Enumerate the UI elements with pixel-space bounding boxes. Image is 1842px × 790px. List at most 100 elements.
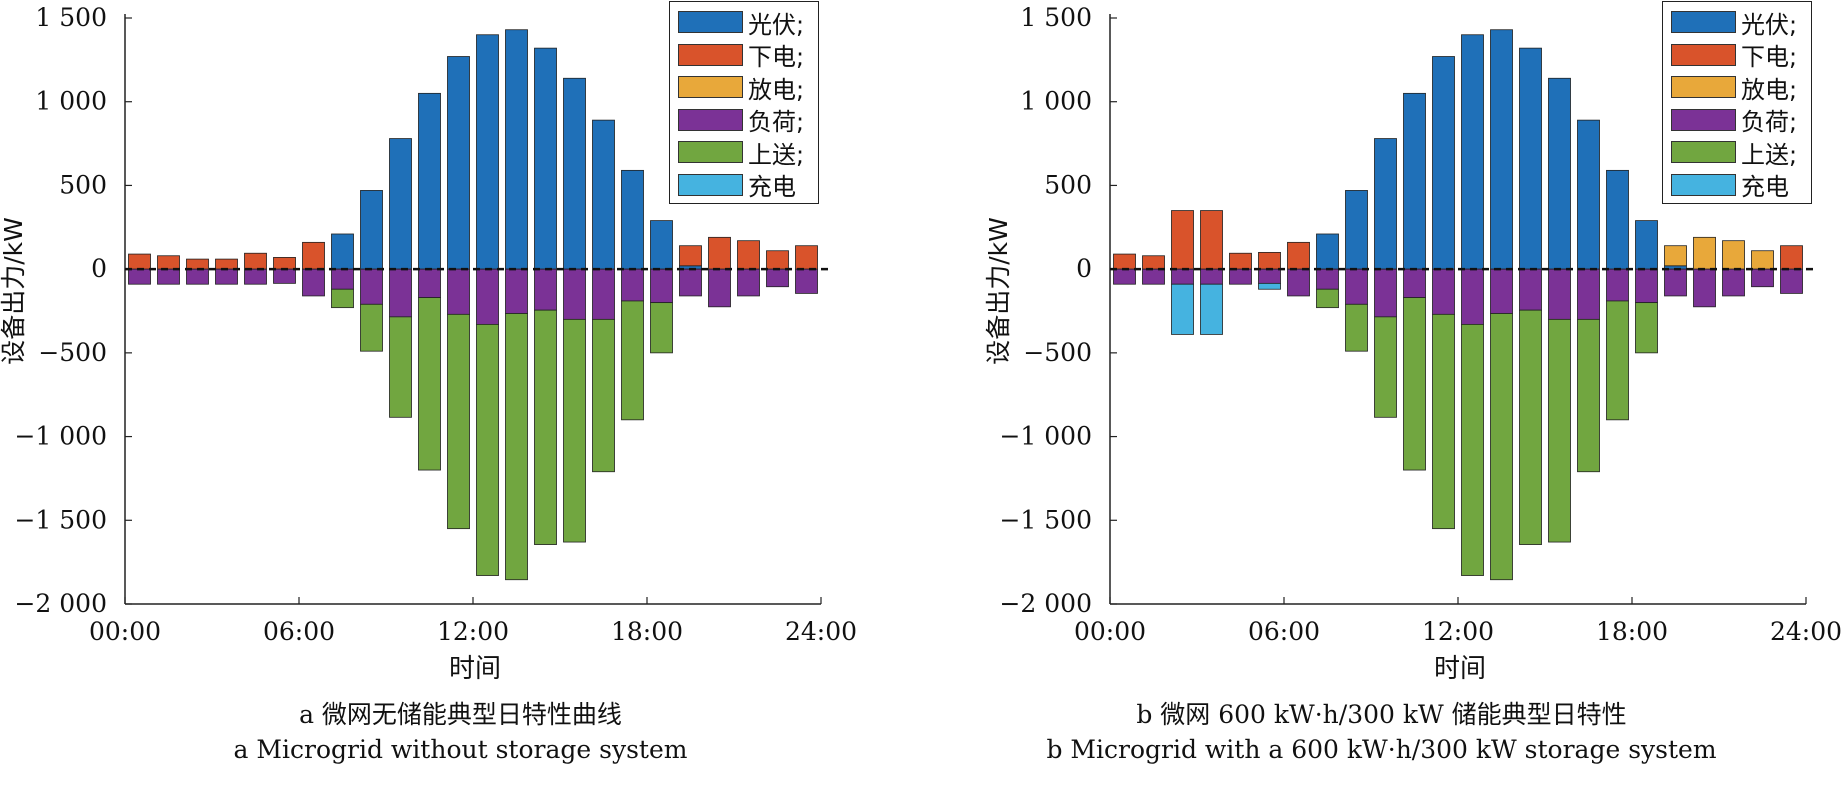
- bar-负荷: [1200, 268, 1223, 285]
- bar-下电: [157, 255, 180, 270]
- legend-swatch: [678, 141, 743, 164]
- bar-充电: [1200, 283, 1223, 335]
- bar-下电: [244, 252, 267, 270]
- bar-负荷: [505, 268, 528, 314]
- bar-下电: [186, 258, 209, 270]
- legend-item: 上送;: [1671, 136, 1805, 169]
- bar-负荷: [563, 268, 586, 320]
- bar-负荷: [128, 268, 151, 285]
- bar-上送: [1577, 318, 1600, 473]
- legend-label: 充电: [1741, 173, 1789, 202]
- legend-label: 光伏;: [748, 10, 805, 39]
- x-tick-label: 24:00: [785, 617, 857, 646]
- bar-下电: [766, 250, 789, 270]
- chart-b: −2 000 −1 500 −1 000 −500 0 500 1 000 1 500 00:0…: [984, 3, 1842, 684]
- bar-上送: [1345, 303, 1368, 352]
- legend-item: 负荷;: [678, 104, 812, 136]
- legend-swatch: [678, 76, 743, 99]
- legend-label: 光伏;: [1741, 10, 1798, 39]
- legend-label: 上送;: [748, 140, 805, 169]
- bar-光伏: [650, 220, 673, 270]
- bar-上送: [621, 300, 644, 421]
- y-tick-label: −1 000: [999, 422, 1092, 451]
- bar-光伏: [1432, 56, 1455, 270]
- bar-光伏: [447, 56, 470, 270]
- bar-放电: [1693, 236, 1716, 270]
- bar-光伏: [1461, 34, 1484, 270]
- figure-b: −2 000 −1 500 −1 000 −500 0 500 1 000 1 500 00:0…: [921, 0, 1842, 790]
- bar-光伏: [1490, 29, 1513, 270]
- bar-上送: [1432, 313, 1455, 530]
- bar-负荷: [1577, 268, 1600, 320]
- bar-负荷: [1461, 268, 1484, 325]
- bar-负荷: [1142, 268, 1165, 285]
- bar-光伏: [1548, 77, 1571, 270]
- bar-负荷: [1751, 268, 1774, 288]
- y-tick-label: −2 000: [14, 589, 107, 618]
- bar-光伏: [389, 138, 412, 270]
- bar-负荷: [476, 268, 499, 325]
- bar-上送: [1461, 323, 1484, 576]
- y-tick-label: 0: [1076, 254, 1092, 283]
- x-tick-label: 00:00: [1074, 617, 1146, 646]
- bar-光伏: [360, 190, 383, 270]
- legend-label: 放电;: [748, 75, 805, 104]
- bar-负荷: [592, 268, 615, 320]
- bar-负荷: [679, 268, 702, 297]
- bar-光伏: [1519, 47, 1542, 270]
- bar-上送: [563, 318, 586, 543]
- legend-label: 上送;: [1741, 140, 1798, 169]
- bar-负荷: [1490, 268, 1513, 314]
- legend-swatch: [1671, 173, 1736, 196]
- bar-光伏: [331, 233, 354, 270]
- bar-下电: [215, 258, 238, 270]
- y-tick-label: 1 000: [35, 87, 107, 116]
- caption-b-en: b Microgrid with a 600 kW·h/300 kW stora…: [1046, 735, 1717, 764]
- y-tick-label: −2 000: [999, 589, 1092, 618]
- bar-上送: [418, 297, 441, 471]
- bar-下电: [795, 245, 818, 270]
- bar-负荷: [766, 268, 789, 288]
- bar-负荷: [157, 268, 180, 285]
- y-tick-label: −1 500: [14, 505, 107, 534]
- bar-负荷: [1345, 268, 1368, 305]
- bar-负荷: [534, 268, 557, 311]
- y-axis-label: 设备出力/kW: [984, 217, 1013, 365]
- legend-item: 下电;: [1671, 39, 1805, 71]
- y-axis-label: 设备出力/kW: [0, 217, 28, 365]
- legend-item: 放电;: [678, 71, 812, 104]
- bar-光伏: [418, 92, 441, 270]
- x-tick-label: 00:00: [89, 617, 161, 646]
- bar-负荷: [1113, 268, 1136, 285]
- legend-label: 下电;: [748, 43, 805, 72]
- bar-负荷: [1229, 268, 1252, 285]
- bar-下电: [1200, 210, 1223, 270]
- legend-swatch: [678, 43, 743, 66]
- bar-上送: [1403, 297, 1426, 471]
- bar-下电: [1171, 210, 1194, 270]
- bar-负荷: [331, 268, 354, 290]
- y-tick-label: 500: [1044, 170, 1092, 199]
- figure-a: −2 000 −1 500 −1 000 −500 0 500 1 000 1 500 00:0…: [0, 1, 857, 764]
- bar-负荷: [186, 268, 209, 285]
- y-tick-label: −1 500: [999, 505, 1092, 534]
- bar-下电: [128, 253, 151, 270]
- bar-负荷: [1693, 268, 1716, 308]
- bar-上送: [1374, 316, 1397, 418]
- bar-上送: [1635, 302, 1658, 354]
- legend-swatch: [1671, 108, 1736, 131]
- bar-光伏: [592, 119, 615, 270]
- legend-item: 光伏;: [678, 6, 812, 39]
- bar-光伏: [1374, 138, 1397, 270]
- bar-负荷: [650, 268, 673, 304]
- bar-下电: [737, 240, 760, 270]
- bar-下电: [1780, 245, 1803, 270]
- bar-负荷: [1722, 268, 1745, 297]
- bar-负荷: [418, 268, 441, 299]
- y-tick-label: 0: [91, 254, 107, 283]
- bar-上送: [1606, 300, 1629, 421]
- bar-负荷: [1316, 268, 1339, 290]
- bar-光伏: [621, 169, 644, 270]
- bar-下电: [1258, 251, 1281, 270]
- bar-负荷: [1403, 268, 1426, 299]
